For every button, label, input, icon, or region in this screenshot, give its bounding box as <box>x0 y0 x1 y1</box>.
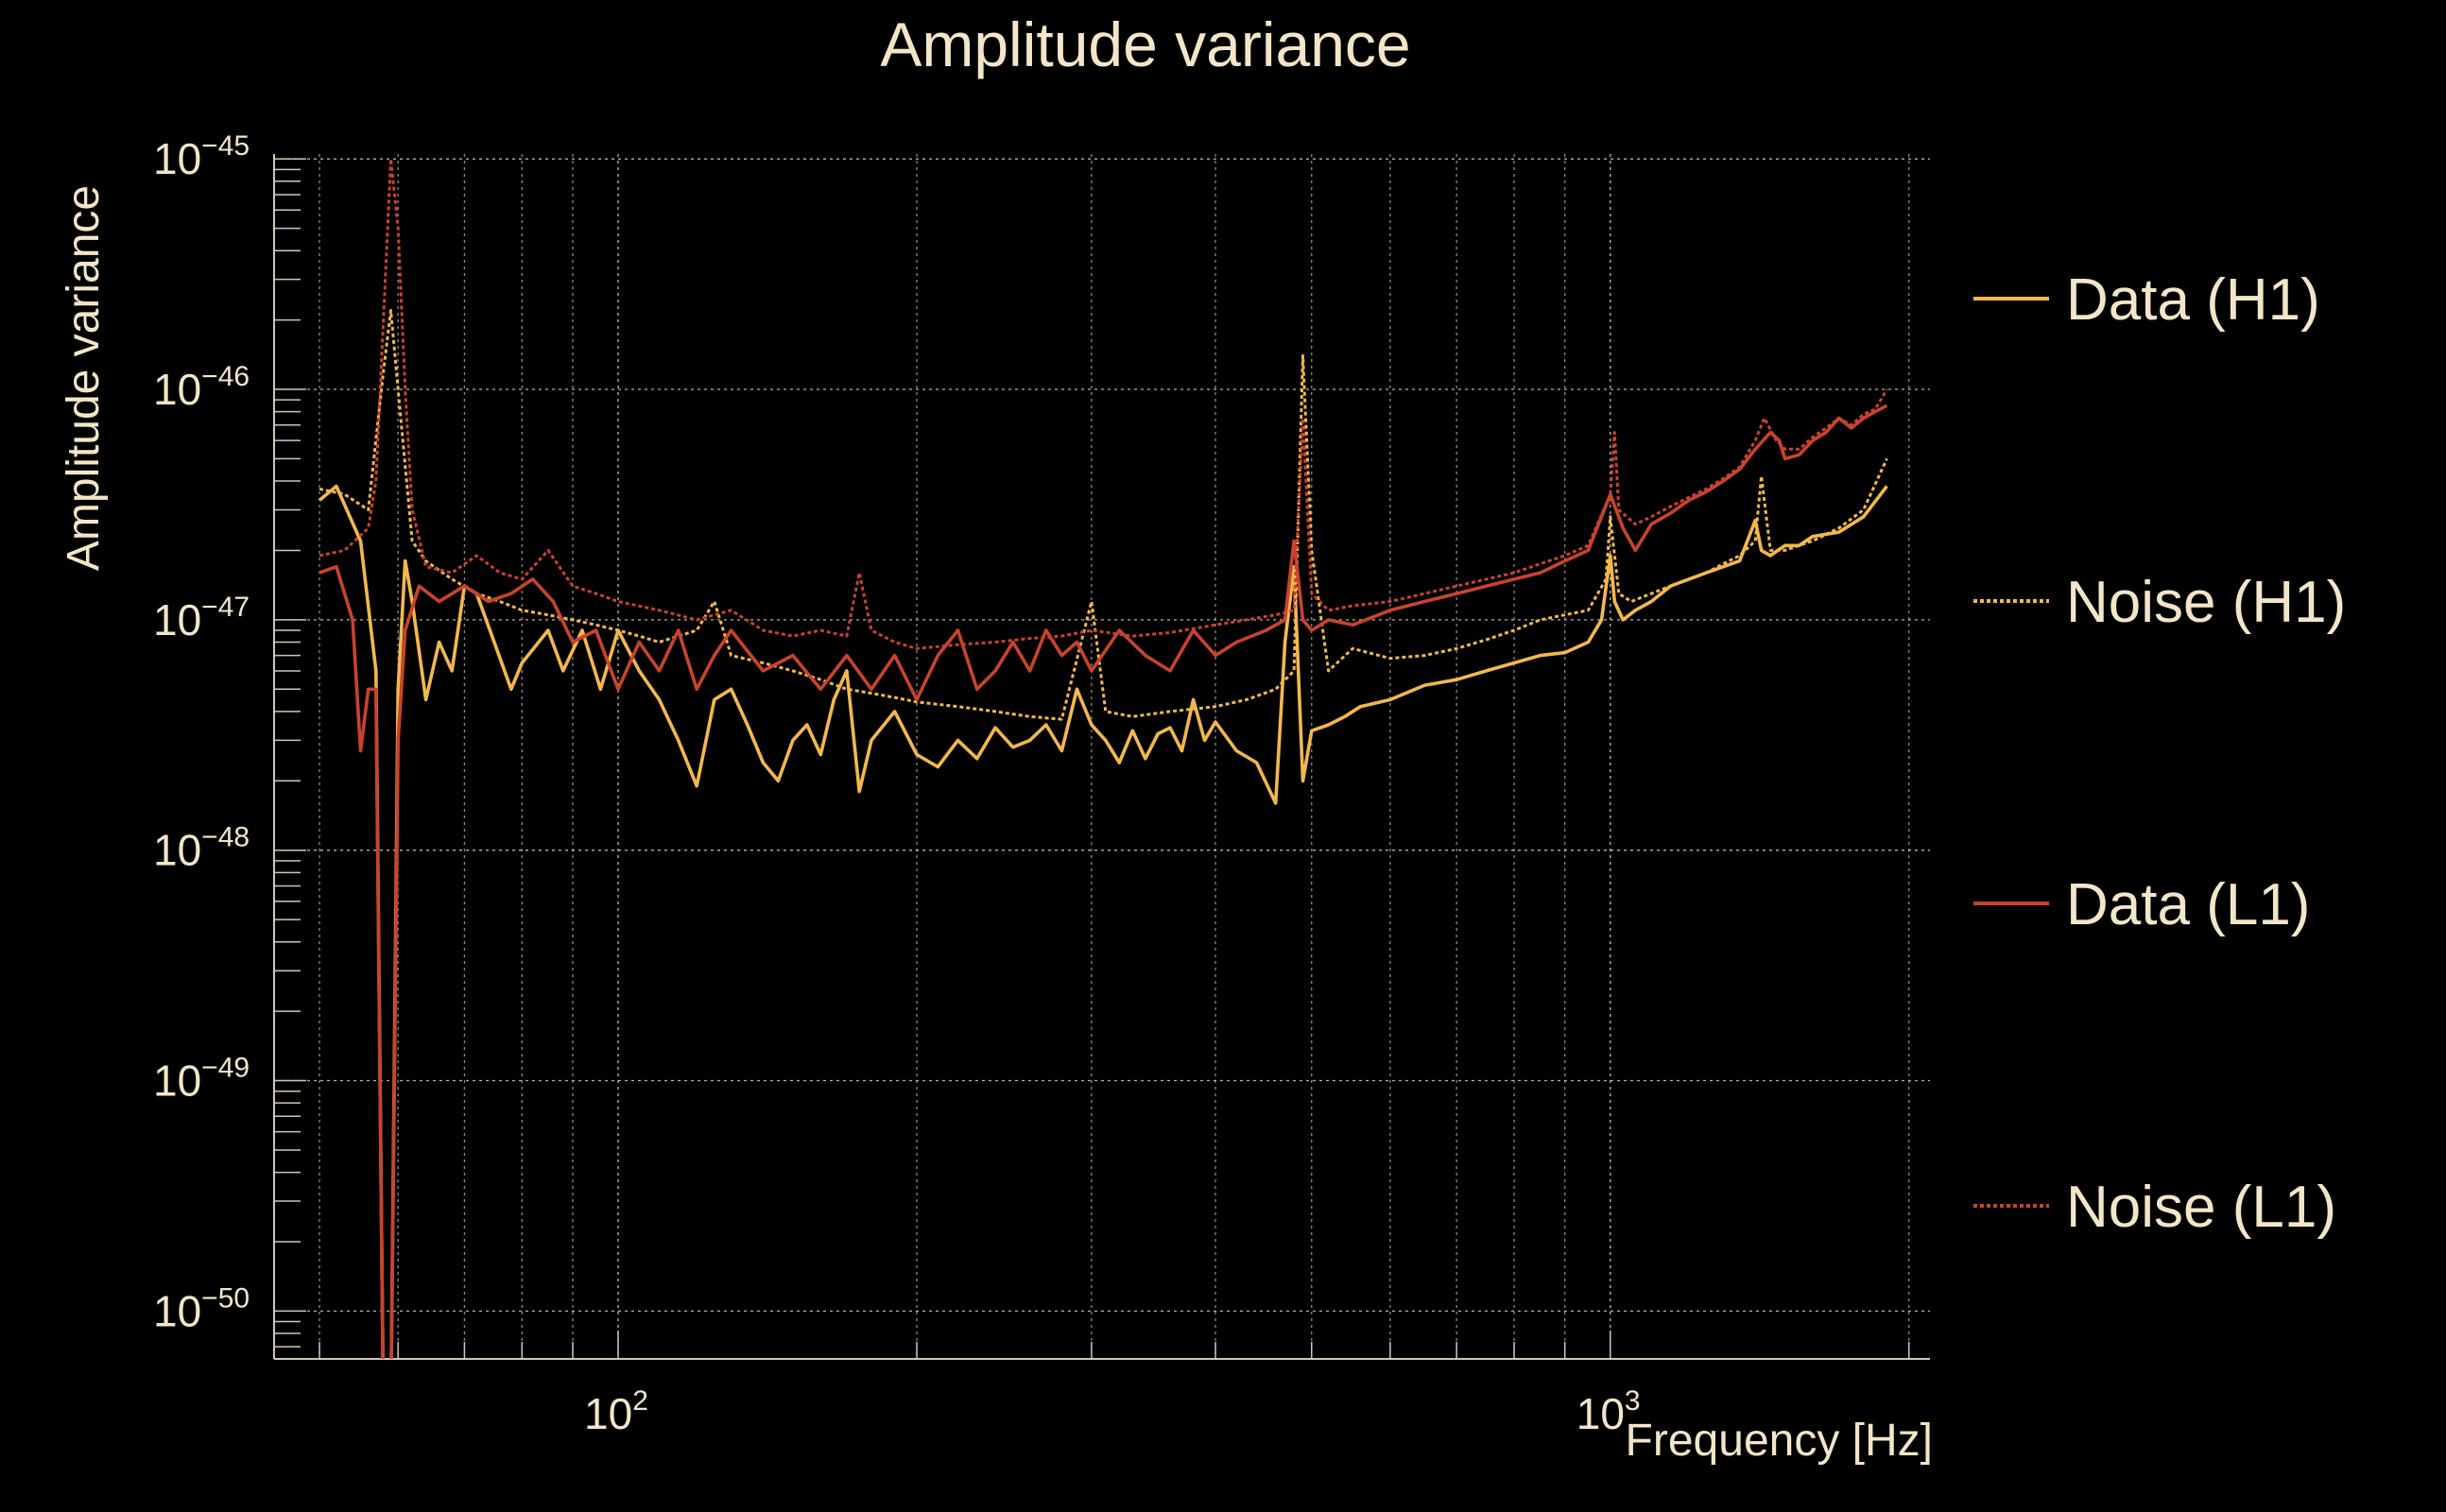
y-axis-label: Amplitude variance <box>59 185 109 571</box>
y-tick-base: 10 <box>153 134 201 183</box>
y-tick-base: 10 <box>153 826 201 875</box>
series-line-noise-h1 <box>319 309 1888 721</box>
x-tick-base: 10 <box>1576 1389 1625 1438</box>
y-tick-label: 10−46 <box>153 361 250 414</box>
chart-title: Amplitude variance <box>880 9 1410 79</box>
y-tick-label: 10−49 <box>153 1053 250 1106</box>
y-tick-exponent: −50 <box>201 1282 250 1314</box>
x-tick-label: 103 <box>1576 1385 1641 1438</box>
y-tick-exponent: −48 <box>201 822 250 853</box>
x-axis-label: Frequency [Hz] <box>1626 1416 1933 1466</box>
series-line-data-h1 <box>318 484 1888 1359</box>
legend-label: Data (H1) <box>2066 267 2320 333</box>
y-tick-base: 10 <box>153 1057 201 1106</box>
y-tick-base: 10 <box>153 1286 201 1335</box>
y-tick-label: 10−45 <box>153 130 250 183</box>
y-tick-base: 10 <box>153 365 201 414</box>
y-tick-exponent: −46 <box>201 361 250 392</box>
y-tick-label: 10−50 <box>153 1282 250 1335</box>
y-tick-label: 10−47 <box>153 592 250 644</box>
y-tick-label: 10−48 <box>153 822 250 875</box>
x-tick-exponent: 3 <box>1625 1385 1641 1417</box>
y-tick-base: 10 <box>153 595 201 644</box>
x-tick-exponent: 2 <box>632 1385 648 1417</box>
data-series-layer <box>318 157 1888 1359</box>
y-tick-exponent: −47 <box>201 592 250 623</box>
chart-legend: Data (H1) Noise (H1) Data (L1) Noise (L1) <box>1973 267 2346 1240</box>
series-line-noise-l1 <box>319 157 1888 650</box>
series-line-data-l1 <box>319 404 1888 1359</box>
legend-label: Data (L1) <box>2066 872 2310 937</box>
legend-label: Noise (H1) <box>2066 570 2346 635</box>
plot-axes <box>273 154 1930 1360</box>
y-tick-exponent: −49 <box>201 1053 250 1084</box>
x-tick-label: 102 <box>584 1385 648 1438</box>
legend-label: Noise (L1) <box>2066 1175 2336 1240</box>
plot-grid <box>274 154 1930 1359</box>
x-tick-base: 10 <box>584 1389 632 1438</box>
y-tick-exponent: −45 <box>201 130 250 162</box>
